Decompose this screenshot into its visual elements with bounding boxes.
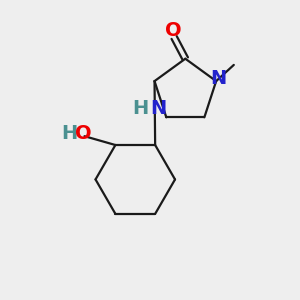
Text: H: H xyxy=(61,124,78,143)
Text: N: N xyxy=(150,99,167,118)
Text: H: H xyxy=(133,99,149,118)
Text: N: N xyxy=(210,69,226,88)
Text: O: O xyxy=(165,21,182,40)
Text: O: O xyxy=(75,124,91,143)
